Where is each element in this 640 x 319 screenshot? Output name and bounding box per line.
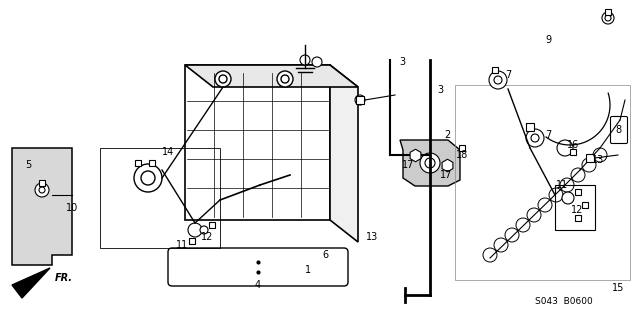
Circle shape <box>494 76 502 84</box>
Bar <box>555 185 595 230</box>
Text: 14: 14 <box>162 147 174 157</box>
Text: 3: 3 <box>437 85 443 95</box>
Text: 1: 1 <box>305 265 311 275</box>
Text: 10: 10 <box>66 203 78 213</box>
Text: 15: 15 <box>612 283 624 293</box>
Text: 16: 16 <box>567 140 579 150</box>
Text: 4: 4 <box>255 280 261 290</box>
Circle shape <box>489 71 507 89</box>
Bar <box>100 148 220 248</box>
Text: 17: 17 <box>440 170 452 180</box>
Circle shape <box>425 158 435 168</box>
Circle shape <box>277 71 293 87</box>
Circle shape <box>141 171 155 185</box>
Polygon shape <box>12 148 72 265</box>
Circle shape <box>215 71 231 87</box>
Text: 12: 12 <box>571 205 583 215</box>
Polygon shape <box>330 65 358 242</box>
Polygon shape <box>12 268 50 298</box>
Circle shape <box>420 153 440 173</box>
Circle shape <box>355 95 365 105</box>
Text: 2: 2 <box>444 130 450 140</box>
Circle shape <box>557 140 573 156</box>
Text: 13: 13 <box>592 155 604 165</box>
Circle shape <box>562 192 574 204</box>
Text: 17: 17 <box>402 160 414 170</box>
Circle shape <box>300 55 310 65</box>
Circle shape <box>219 75 227 83</box>
Text: 7: 7 <box>505 70 511 80</box>
Bar <box>455 85 630 280</box>
Text: 3: 3 <box>399 57 405 67</box>
Text: 12: 12 <box>201 232 213 242</box>
Text: 8: 8 <box>615 125 621 135</box>
Text: 13: 13 <box>366 232 378 242</box>
Text: 11: 11 <box>176 240 188 250</box>
Text: S043  B0600: S043 B0600 <box>535 298 593 307</box>
Text: 18: 18 <box>456 150 468 160</box>
Text: 5: 5 <box>25 160 31 170</box>
Circle shape <box>605 15 611 21</box>
Circle shape <box>188 223 202 237</box>
Circle shape <box>312 57 322 67</box>
Circle shape <box>39 187 45 193</box>
Polygon shape <box>185 65 358 87</box>
Text: FR.: FR. <box>55 273 73 283</box>
Circle shape <box>602 12 614 24</box>
Text: 6: 6 <box>322 250 328 260</box>
Circle shape <box>35 183 49 197</box>
Text: 7: 7 <box>545 130 551 140</box>
FancyBboxPatch shape <box>168 248 348 286</box>
Polygon shape <box>400 140 460 186</box>
Circle shape <box>531 134 539 142</box>
Text: 11: 11 <box>556 180 568 190</box>
Text: 9: 9 <box>545 35 551 45</box>
Circle shape <box>281 75 289 83</box>
Circle shape <box>134 164 162 192</box>
Circle shape <box>526 129 544 147</box>
Circle shape <box>200 226 208 234</box>
Bar <box>185 65 330 220</box>
